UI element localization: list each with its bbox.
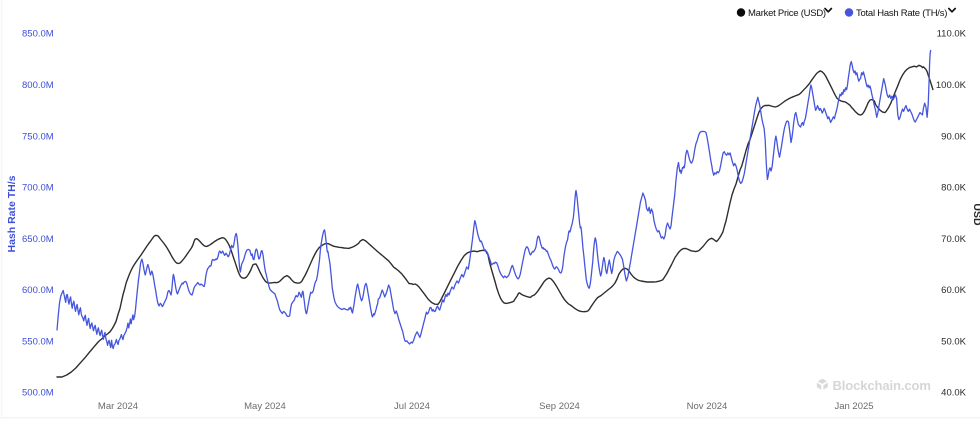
svg-text:650.0M: 650.0M: [22, 234, 54, 245]
svg-text:40.0K: 40.0K: [941, 388, 966, 399]
svg-text:Blockchain.com: Blockchain.com: [833, 378, 931, 393]
svg-text:600.0M: 600.0M: [22, 285, 54, 296]
svg-text:Total Hash Rate (TH/s): Total Hash Rate (TH/s): [856, 8, 947, 19]
svg-text:70.0K: 70.0K: [941, 234, 966, 245]
svg-text:110.0K: 110.0K: [937, 29, 967, 40]
svg-text:60.0K: 60.0K: [941, 285, 966, 296]
svg-text:May 2024: May 2024: [244, 401, 286, 412]
svg-text:850.0M: 850.0M: [22, 29, 54, 40]
svg-text:90.0K: 90.0K: [941, 131, 966, 142]
svg-text:Sep 2024: Sep 2024: [539, 401, 580, 412]
svg-text:500.0M: 500.0M: [22, 388, 54, 399]
svg-text:USD: USD: [971, 203, 980, 226]
svg-text:Jan 2025: Jan 2025: [834, 401, 873, 412]
svg-text:550.0M: 550.0M: [22, 336, 54, 347]
svg-text:700.0M: 700.0M: [22, 183, 54, 194]
svg-text:Hash Rate TH/s: Hash Rate TH/s: [6, 175, 18, 252]
svg-text:Jul 2024: Jul 2024: [394, 401, 430, 412]
svg-text:Nov 2024: Nov 2024: [687, 401, 728, 412]
svg-text:50.0K: 50.0K: [941, 336, 966, 347]
svg-text:800.0M: 800.0M: [22, 80, 54, 91]
svg-text:750.0M: 750.0M: [22, 131, 54, 142]
svg-text:Mar 2024: Mar 2024: [98, 401, 138, 412]
svg-text:80.0K: 80.0K: [941, 183, 966, 194]
svg-text:Market Price (USD): Market Price (USD): [748, 8, 826, 19]
svg-text:100.0K: 100.0K: [936, 80, 967, 91]
